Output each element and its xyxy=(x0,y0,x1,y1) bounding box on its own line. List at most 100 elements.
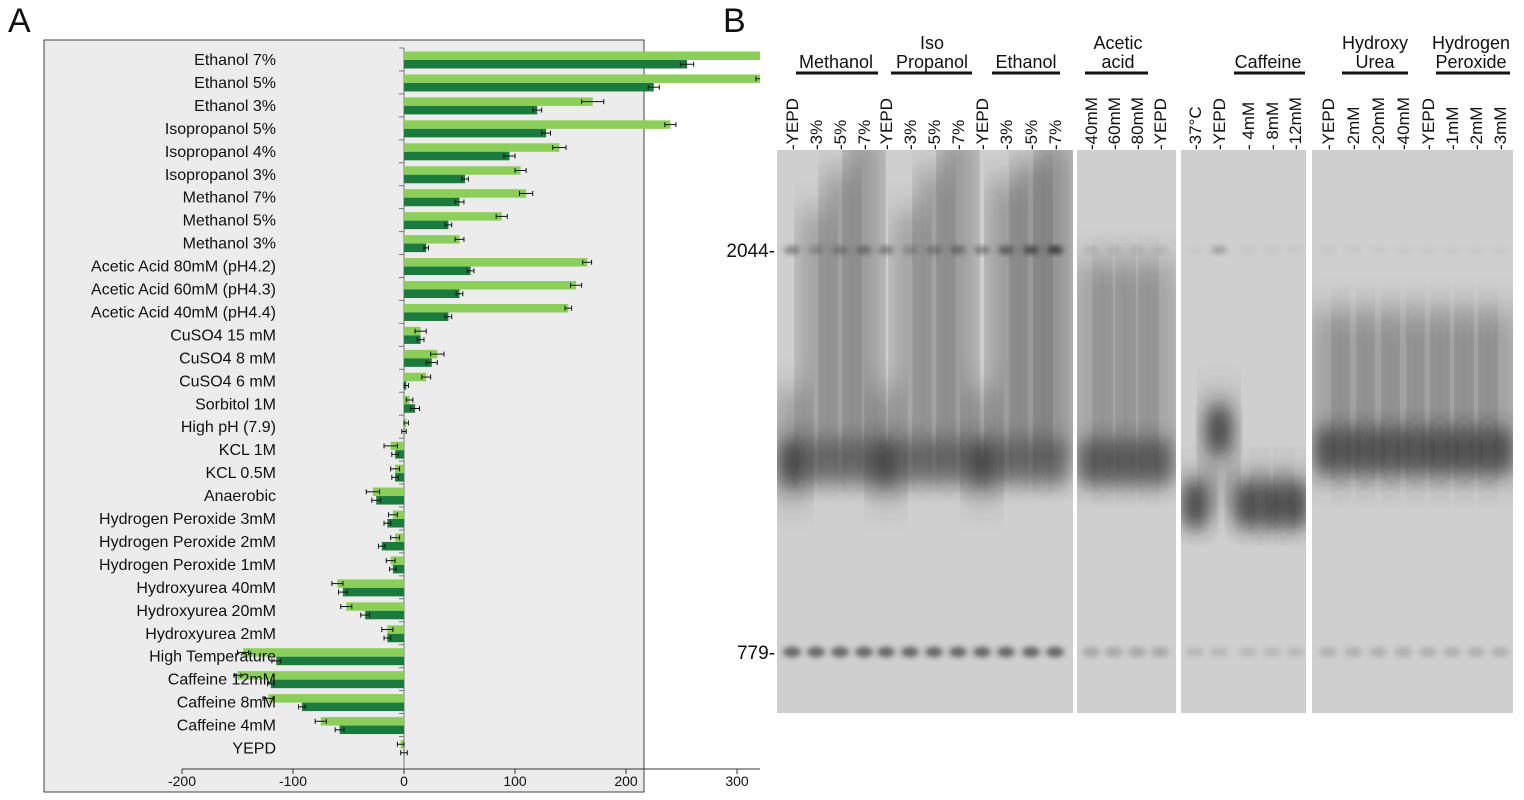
lane-label: -YEPD xyxy=(973,98,992,150)
lane-label: -2mM xyxy=(1467,107,1486,150)
marker-band-779 xyxy=(1467,647,1485,657)
lane-label: -YEPD xyxy=(1319,98,1338,150)
gel-smear xyxy=(899,210,921,470)
marker-band-2044 xyxy=(1106,246,1122,254)
bar xyxy=(404,143,560,152)
bar xyxy=(387,625,404,634)
bar xyxy=(390,556,404,565)
marker-band-779 xyxy=(1128,647,1146,657)
group-header: Caffeine xyxy=(1235,52,1302,72)
marker-band-2044 xyxy=(1083,246,1099,254)
x-tick-label: 100 xyxy=(503,773,527,789)
bar xyxy=(404,335,421,344)
marker-band-2044 xyxy=(1492,246,1508,254)
marker-band-2044 xyxy=(1287,246,1303,254)
bar xyxy=(268,694,404,703)
category-label: Ethanol 5% xyxy=(194,75,276,92)
bar xyxy=(404,349,438,359)
bar xyxy=(337,579,404,588)
marker-band-779 xyxy=(925,647,943,657)
bar xyxy=(381,541,404,551)
lane-label: -37°C xyxy=(1186,106,1205,150)
gel-smear xyxy=(995,180,1017,470)
category-label: Caffeine 4mM xyxy=(177,718,276,735)
marker-band-2044 xyxy=(1395,246,1411,254)
bar xyxy=(404,74,760,83)
marker-band-2044 xyxy=(1152,246,1168,254)
gel-band xyxy=(1102,436,1126,488)
x-tick-label: 300 xyxy=(725,773,749,789)
category-label: KCL 0.5M xyxy=(205,465,276,482)
bar xyxy=(404,97,593,106)
bar xyxy=(404,289,460,298)
bar xyxy=(404,326,421,336)
marker-band-779 xyxy=(1369,647,1387,657)
gel-smear xyxy=(1103,260,1125,480)
category-label: Acetic Acid 40mM (pH4.4) xyxy=(91,304,276,321)
bar xyxy=(270,679,404,689)
marker-band-779 xyxy=(1319,647,1337,657)
gel-band xyxy=(1236,479,1260,531)
group-header-line2: Urea xyxy=(1355,52,1395,72)
gel-band xyxy=(1260,479,1284,531)
bar xyxy=(404,303,569,313)
lane-label: -20mM xyxy=(1369,97,1388,150)
marker-band-779 xyxy=(1022,647,1040,657)
gel-smear xyxy=(829,170,851,470)
lane-label: -3% xyxy=(807,120,826,150)
group-header: Ethanol xyxy=(995,52,1056,72)
group-header-line1: Iso xyxy=(920,33,944,53)
lane-label: -7% xyxy=(1046,120,1065,150)
gel-band xyxy=(804,436,828,488)
gel-band xyxy=(828,436,852,488)
bar xyxy=(404,404,416,413)
gel-band xyxy=(1079,436,1103,488)
lane-label: -2mM xyxy=(1344,107,1363,150)
category-label: Hydroxyurea 20mM xyxy=(136,603,276,620)
bar xyxy=(404,174,466,184)
lane-label: - 4mM xyxy=(1239,102,1258,150)
bar xyxy=(392,564,404,574)
category-label: YEPD xyxy=(232,741,276,758)
marker-band-779 xyxy=(1186,647,1204,657)
marker-band-2044 xyxy=(998,246,1014,254)
marker-band-779 xyxy=(1151,647,1169,657)
marker-band-779 xyxy=(783,647,801,657)
marker-band-2044 xyxy=(974,246,990,254)
marker-band-2044 xyxy=(1187,246,1203,254)
category-label: Hydroxyurea 2mM xyxy=(145,626,276,643)
marker-band-779 xyxy=(1046,647,1064,657)
bar xyxy=(339,725,404,735)
gel-panel xyxy=(1077,150,1176,713)
bar xyxy=(404,82,654,92)
bar xyxy=(404,266,471,276)
gel-band xyxy=(1464,424,1488,476)
lane-label: -7% xyxy=(949,120,968,150)
bar xyxy=(404,212,502,221)
category-label: Isopropanol 3% xyxy=(165,167,276,184)
size-marker-779: 779- xyxy=(737,643,775,664)
marker-band-2044 xyxy=(1444,246,1460,254)
lane-label: -YEPD xyxy=(1419,98,1438,150)
marker-band-2044 xyxy=(832,246,848,254)
bar xyxy=(404,128,547,138)
marker-band-2044 xyxy=(856,246,872,254)
marker-band-779 xyxy=(1394,647,1412,657)
marker-band-779 xyxy=(949,647,967,657)
gel-panel xyxy=(1312,150,1513,713)
gel-smear xyxy=(1044,150,1066,470)
bar xyxy=(237,671,404,680)
marker-band-779 xyxy=(997,647,1015,657)
bar xyxy=(404,358,432,367)
category-label: Hydrogen Peroxide 2mM xyxy=(99,534,276,551)
lane-label: -1mM xyxy=(1443,107,1462,150)
gel-band xyxy=(1207,404,1231,456)
marker-band-779 xyxy=(877,647,895,657)
marker-band-2044 xyxy=(808,246,824,254)
group-header-line2: acid xyxy=(1101,52,1134,72)
lane-label: -YEPD xyxy=(1210,98,1229,150)
bar xyxy=(392,510,404,519)
bar xyxy=(404,281,577,290)
marker-band-779 xyxy=(1286,647,1304,657)
marker-band-2044 xyxy=(1345,246,1361,254)
